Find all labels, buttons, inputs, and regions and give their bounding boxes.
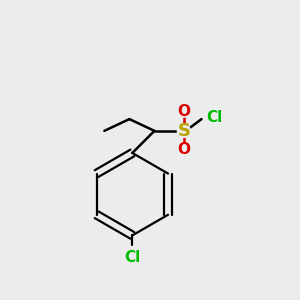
Text: O: O — [177, 142, 190, 158]
Text: S: S — [177, 122, 190, 140]
Text: Cl: Cl — [124, 250, 140, 265]
Circle shape — [178, 106, 189, 117]
Text: Cl: Cl — [206, 110, 222, 125]
Text: O: O — [177, 104, 190, 119]
Circle shape — [177, 124, 190, 137]
Circle shape — [178, 145, 189, 155]
